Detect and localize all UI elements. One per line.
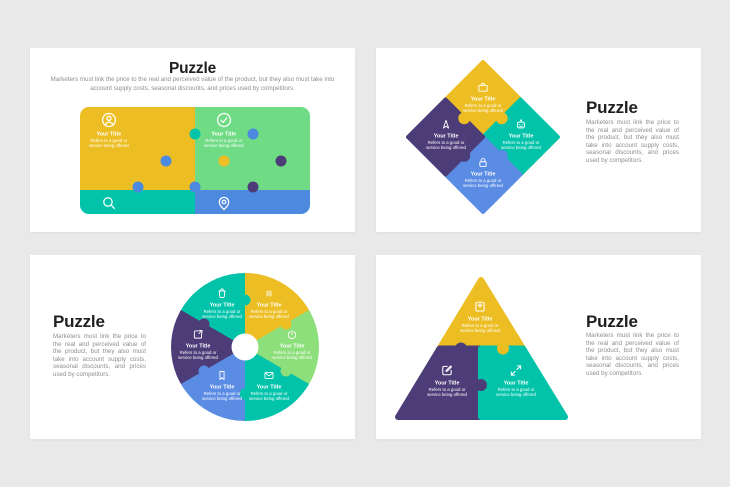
- puzzle-piece: [395, 345, 484, 420]
- circle-center-hole: [231, 333, 259, 361]
- puzzle-knob: [247, 181, 258, 193]
- search-icon: [100, 194, 118, 212]
- puzzle-knob: [189, 181, 201, 193]
- puzzle-piece: [436, 277, 526, 352]
- puzzle-piece-content: Your Title Refers to a good or service be…: [168, 328, 228, 366]
- puzzle-grid: Your Title Refers to a good or service be…: [80, 107, 310, 214]
- external-link-icon: [192, 328, 205, 341]
- puzzle-knob: [455, 342, 467, 355]
- piece-title: Your Title: [96, 131, 122, 137]
- piece-description: Refers to a good or service being offere…: [88, 138, 129, 149]
- puzzle-knob: [160, 155, 172, 166]
- puzzle-knob: [497, 342, 509, 355]
- puzzle-circle: Your Title Refers to a good or service be…: [171, 273, 319, 421]
- diamond-puzzle-shape: [406, 60, 560, 214]
- piece-description: Refers to a good or service being offere…: [248, 390, 289, 401]
- puzzle-knob: [247, 128, 258, 140]
- bar-chart-icon: [262, 287, 275, 300]
- piece-description: Refers to a good or service being offere…: [203, 138, 244, 149]
- puzzle-knob: [275, 155, 287, 166]
- puzzle-knob: [189, 128, 201, 140]
- slide-thumbnail-diamond-puzzle[interactable]: Puzzle Marketers must link the price to …: [376, 48, 701, 232]
- slide-thumbnail-triangle-puzzle[interactable]: Puzzle Marketers must link the price to …: [376, 255, 701, 439]
- piece-title: Your Title: [209, 302, 234, 309]
- slide-title: Puzzle: [53, 312, 105, 331]
- slide-subtitle: Marketers must link the price to the rea…: [50, 76, 335, 92]
- power-icon: [286, 328, 299, 341]
- piece-title: Your Title: [185, 343, 211, 349]
- puzzle-knob: [132, 128, 143, 140]
- slide-title: Puzzle: [586, 312, 638, 331]
- triangle-puzzle-shape: [395, 277, 568, 420]
- puzzle-piece-content: Your Title Refers to a good or service be…: [262, 328, 322, 366]
- puzzle-knob: [475, 379, 487, 391]
- slide-title: Puzzle: [168, 60, 217, 77]
- puzzle-knob: [495, 149, 508, 162]
- trash-icon: [215, 287, 228, 300]
- puzzle-knob: [495, 112, 508, 125]
- piece-description: Refers to a good or service being offere…: [272, 350, 312, 361]
- piece-description: Refers to a good or service being offere…: [178, 350, 218, 361]
- piece-title: Your Title: [209, 383, 234, 390]
- piece-title: Your Title: [256, 302, 281, 309]
- puzzle-knob: [198, 365, 210, 376]
- puzzle-knob: [239, 294, 251, 306]
- puzzle-knob: [132, 181, 143, 193]
- slide-thumbnail-circle-puzzle[interactable]: Puzzle Marketers must link the price to …: [30, 255, 355, 439]
- puzzle-knob: [218, 155, 230, 166]
- slide-thumbnail-grid-puzzle[interactable]: Puzzle Marketers must link the price to …: [30, 48, 355, 232]
- puzzle-knob: [458, 149, 471, 162]
- puzzle-knob: [280, 318, 292, 329]
- user-circle-icon: [100, 111, 118, 129]
- puzzle-knob: [458, 112, 471, 125]
- slide-title: Puzzle: [586, 98, 638, 117]
- puzzle-knob: [198, 318, 210, 329]
- bookmark-icon: [215, 369, 228, 382]
- puzzle-knob: [103, 155, 115, 166]
- map-pin-icon: [215, 194, 233, 212]
- piece-description: Refers to a good or service being offere…: [201, 390, 242, 401]
- mail-icon: [262, 369, 275, 382]
- piece-title: Your Title: [279, 343, 305, 349]
- puzzle-knob: [280, 365, 292, 376]
- puzzle-piece: [478, 345, 568, 420]
- slide-body-text: Marketers must link the price to the rea…: [586, 119, 679, 164]
- piece-title: Your Title: [211, 131, 237, 137]
- piece-title: Your Title: [256, 383, 281, 390]
- puzzle-knob: [239, 388, 251, 400]
- check-circle-icon: [215, 111, 233, 129]
- slide-body-text: Marketers must link the price to the rea…: [586, 332, 679, 377]
- slide-body-text: Marketers must link the price to the rea…: [53, 333, 146, 378]
